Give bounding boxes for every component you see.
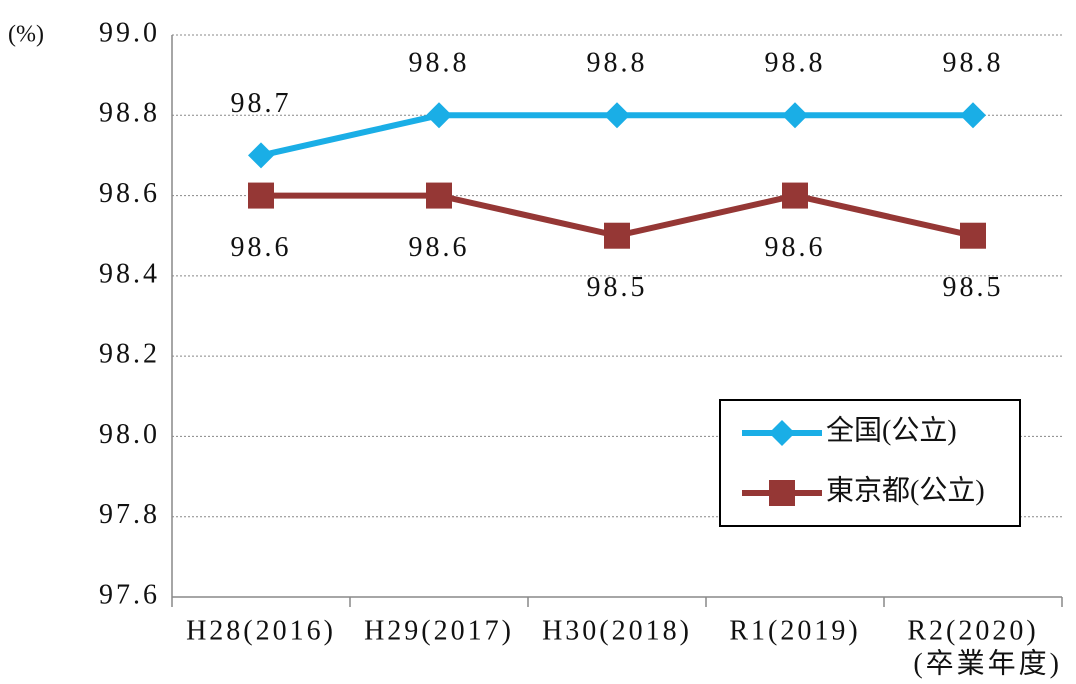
marker: [960, 102, 986, 129]
y-tick-label: 98.4: [99, 258, 160, 289]
marker: [782, 182, 808, 209]
x-tick-label: R2(2020): [907, 615, 1038, 646]
legend-label: 全国(公立): [826, 414, 957, 446]
data-label: 98.6: [409, 232, 470, 263]
marker: [248, 142, 274, 169]
data-label: 98.6: [765, 232, 826, 263]
x-tick-label: H30(2018): [542, 615, 692, 646]
y-axis-label: (%): [8, 22, 44, 48]
marker: [960, 222, 986, 249]
data-label: 98.8: [409, 48, 470, 79]
marker: [426, 182, 452, 209]
y-tick-label: 97.8: [99, 499, 160, 530]
y-tick-label: 98.6: [99, 178, 160, 209]
data-label: 98.8: [943, 48, 1004, 79]
data-label: 98.6: [231, 232, 292, 263]
data-label: 98.8: [587, 48, 648, 79]
marker: [248, 182, 274, 209]
marker: [426, 102, 452, 129]
data-label: 98.7: [231, 88, 292, 119]
x-tick-label: H28(2016): [186, 615, 336, 646]
y-tick-label: 99.0: [99, 17, 160, 48]
marker: [769, 420, 795, 446]
y-tick-label: 97.6: [99, 579, 160, 610]
marker: [604, 102, 630, 129]
legend-label: 東京都(公立): [826, 474, 985, 506]
y-tick-label: 98.2: [99, 339, 160, 370]
x-axis-label: (卒業年度): [913, 647, 1062, 679]
x-tick-label: R1(2019): [729, 615, 860, 646]
data-label: 98.5: [587, 272, 648, 303]
y-tick-label: 98.0: [99, 419, 160, 450]
marker: [604, 222, 630, 249]
marker: [782, 102, 808, 129]
data-label: 98.8: [765, 48, 826, 79]
y-tick-label: 98.8: [99, 98, 160, 129]
marker: [769, 480, 795, 506]
x-tick-label: H29(2017): [364, 615, 514, 646]
data-label: 98.5: [943, 272, 1004, 303]
